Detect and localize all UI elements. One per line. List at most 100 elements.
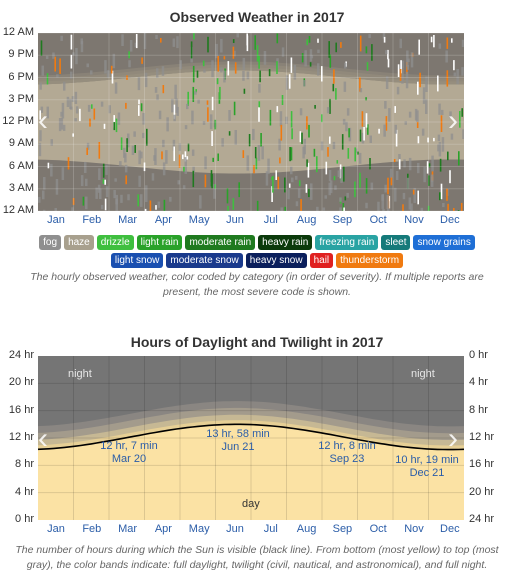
weather-next-arrow-icon[interactable]: › [448, 104, 458, 137]
daylight-annotation: 12 hr, 7 min Mar 20 [100, 440, 157, 466]
weather-mark [285, 116, 288, 124]
weather-caption: The hourly observed weather, color coded… [30, 271, 484, 298]
weather-mark [354, 147, 356, 162]
weather-mark [359, 35, 362, 52]
weather-mark [399, 38, 402, 49]
weather-mark [54, 208, 57, 211]
weather-mark [236, 33, 239, 38]
weather-mark [227, 61, 230, 76]
weather-mark [457, 210, 460, 211]
weather-mark [441, 137, 445, 152]
weather-mark [184, 125, 188, 130]
weather-mark [276, 33, 279, 44]
daylight-plot [38, 356, 464, 520]
weather-mark [280, 207, 283, 211]
weather-mark [395, 171, 399, 180]
weather-x-tick-label: Nov [404, 214, 424, 226]
weather-mark [307, 162, 310, 178]
weather-mark [284, 206, 286, 211]
weather-mark [383, 124, 386, 137]
weather-mark [440, 115, 443, 132]
weather-mark [142, 113, 145, 125]
annotation-value: 12 hr, 7 min [100, 440, 158, 452]
weather-mark [59, 58, 61, 74]
weather-mark [233, 101, 236, 116]
weather-mark [437, 144, 440, 152]
weather-mark [328, 170, 332, 182]
weather-mark [100, 101, 104, 107]
weather-mark [126, 138, 128, 152]
weather-mark [420, 207, 424, 211]
legend-item: light rain [136, 235, 183, 250]
weather-mark [120, 194, 123, 203]
weather-mark [197, 99, 200, 104]
weather-mark [113, 122, 116, 131]
weather-y-tick-label: 6 AM [8, 159, 34, 172]
weather-mark [258, 84, 261, 93]
weather-mark [256, 45, 259, 62]
daylight-prev-arrow-icon[interactable]: ‹ [38, 422, 48, 455]
weather-mark [191, 110, 194, 125]
weather-mark [61, 167, 65, 180]
weather-prev-arrow-icon[interactable]: ‹ [38, 104, 48, 137]
weather-mark [178, 154, 181, 168]
legend-item: moderate rain [185, 235, 256, 250]
weather-mark [438, 141, 442, 157]
weather-mark [40, 106, 44, 113]
weather-mark [128, 51, 130, 59]
night-label-right: night [411, 368, 435, 380]
weather-mark [284, 177, 286, 193]
weather-mark [425, 99, 428, 114]
weather-mark [242, 57, 246, 71]
weather-x-tick-label: Sep [332, 214, 353, 226]
weather-mark [232, 46, 235, 59]
weather-mark [114, 178, 117, 182]
weather-x-tick-label: Oct [369, 214, 387, 226]
weather-mark [359, 88, 363, 93]
weather-mark [410, 52, 414, 68]
weather-y-tick-label: 3 PM [8, 92, 34, 105]
weather-mark [423, 166, 426, 183]
weather-mark [137, 77, 141, 91]
weather-mark [327, 147, 329, 157]
weather-mark [367, 124, 369, 135]
weather-mark [99, 188, 102, 199]
weather-mark [299, 131, 302, 143]
weather-mark [74, 91, 78, 104]
weather-mark [461, 108, 463, 117]
weather-mark [333, 69, 335, 84]
weather-mark [303, 138, 306, 155]
weather-mark [102, 163, 105, 178]
weather-mark [329, 98, 331, 114]
weather-mark [383, 36, 386, 43]
weather-mark [453, 72, 457, 77]
weather-mark [422, 87, 426, 104]
weather-mark [428, 175, 430, 186]
day-label: day [242, 498, 260, 510]
annotation-date: Mar 20 [111, 453, 147, 465]
weather-mark [62, 124, 66, 131]
weather-mark [87, 104, 91, 112]
weather-mark [321, 66, 323, 82]
weather-day-band [38, 70, 464, 174]
weather-mark [385, 50, 388, 55]
weather-x-tick-label: Mar [118, 214, 138, 226]
weather-mark [203, 69, 206, 73]
weather-mark [209, 114, 213, 130]
daylight-x-tick-label: Mar [118, 523, 138, 535]
weather-mark [60, 111, 63, 117]
weather-mark [61, 102, 65, 119]
weather-mark [127, 194, 130, 201]
daylight-next-arrow-icon[interactable]: › [448, 422, 458, 455]
weather-mark [202, 60, 205, 67]
weather-mark [52, 52, 55, 59]
weather-mark [193, 33, 195, 40]
daylight-x-tick-label: Oct [369, 523, 387, 535]
weather-mark [135, 34, 138, 49]
weather-mark [306, 159, 308, 168]
weather-mark [215, 43, 218, 59]
weather-mark [427, 137, 429, 143]
weather-mark [399, 69, 402, 81]
weather-mark [258, 107, 260, 122]
weather-mark [301, 53, 304, 63]
